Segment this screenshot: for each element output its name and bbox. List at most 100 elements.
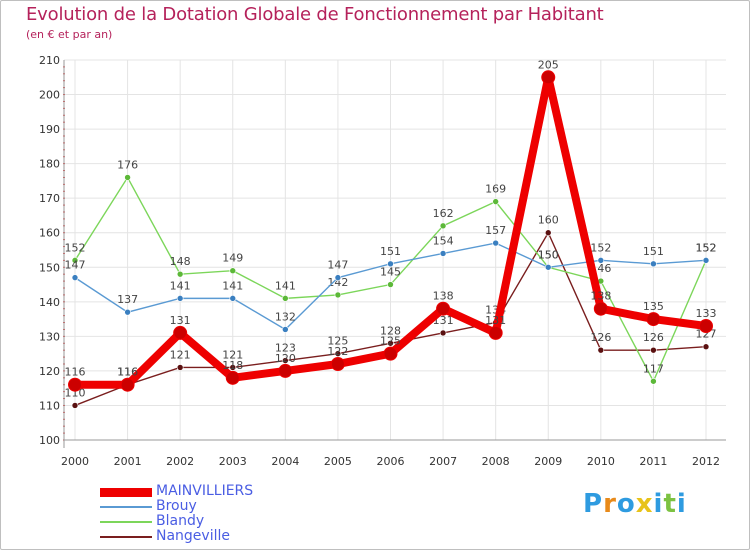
legend-item: Blandy bbox=[100, 513, 360, 529]
legend-swatch bbox=[100, 488, 152, 497]
data-point bbox=[120, 377, 135, 392]
x-tick-label: 2006 bbox=[377, 455, 405, 468]
data-label: 151 bbox=[643, 245, 664, 258]
data-label: 126 bbox=[590, 331, 611, 344]
data-label: 133 bbox=[696, 307, 717, 320]
data-point bbox=[387, 281, 394, 288]
data-point bbox=[225, 370, 240, 385]
data-label: 135 bbox=[643, 300, 664, 313]
data-point bbox=[176, 270, 184, 278]
data-label: 162 bbox=[433, 207, 454, 220]
data-label: 138 bbox=[590, 290, 611, 303]
data-point bbox=[71, 274, 79, 281]
data-point bbox=[330, 357, 345, 371]
x-tick-label: 2009 bbox=[534, 455, 562, 468]
y-tick-label: 160 bbox=[39, 227, 60, 240]
data-point bbox=[176, 364, 184, 371]
data-label: 148 bbox=[170, 255, 191, 268]
data-point bbox=[439, 222, 447, 230]
y-tick-label: 170 bbox=[39, 192, 60, 205]
legend-label: Brouy bbox=[156, 498, 197, 514]
logo-letter: x bbox=[635, 489, 654, 519]
data-label: 141 bbox=[275, 279, 296, 292]
data-label: 147 bbox=[327, 259, 348, 272]
y-tick-label: 200 bbox=[39, 89, 60, 102]
legend-item: MAINVILLIERS bbox=[100, 483, 360, 499]
data-point bbox=[383, 346, 398, 361]
data-label: 127 bbox=[696, 328, 717, 341]
logo-letter: i bbox=[653, 489, 664, 519]
legend-item: Brouy bbox=[100, 498, 360, 514]
data-label: 150 bbox=[538, 248, 559, 261]
data-label: 147 bbox=[65, 259, 86, 272]
data-point bbox=[71, 402, 79, 409]
x-tick-label: 2005 bbox=[324, 455, 352, 468]
data-label: 120 bbox=[275, 352, 296, 365]
data-label: 131 bbox=[170, 314, 191, 327]
data-point bbox=[541, 70, 556, 85]
x-tick-label: 2003 bbox=[219, 455, 247, 468]
data-label: 125 bbox=[327, 335, 348, 348]
x-tick-label: 2000 bbox=[61, 455, 89, 468]
data-point bbox=[229, 364, 237, 371]
data-label: 154 bbox=[433, 234, 454, 247]
data-label: 116 bbox=[117, 366, 138, 379]
chart-legend: MAINVILLIERS Brouy Blandy Nangeville bbox=[100, 483, 360, 544]
data-label: 151 bbox=[380, 245, 401, 258]
data-point bbox=[387, 260, 394, 268]
x-tick-label: 2007 bbox=[429, 455, 457, 468]
data-point bbox=[699, 319, 713, 333]
data-point bbox=[439, 250, 447, 257]
data-point bbox=[282, 357, 289, 364]
data-point bbox=[229, 267, 237, 275]
data-point bbox=[702, 257, 710, 264]
legend-label: Nangeville bbox=[156, 528, 230, 544]
data-label: 141 bbox=[170, 279, 191, 292]
y-tick-label: 210 bbox=[39, 54, 60, 67]
y-tick-label: 140 bbox=[39, 296, 60, 309]
data-point bbox=[650, 346, 657, 354]
data-point bbox=[436, 301, 451, 316]
data-point bbox=[488, 325, 503, 340]
data-point bbox=[650, 377, 657, 385]
data-point bbox=[334, 291, 342, 299]
data-point bbox=[439, 329, 447, 337]
logo-letter: t bbox=[663, 489, 677, 519]
data-label: 152 bbox=[696, 241, 717, 254]
x-tick-label: 2008 bbox=[482, 455, 510, 468]
data-label: 169 bbox=[485, 183, 506, 196]
data-label: 152 bbox=[696, 241, 717, 254]
data-point bbox=[334, 274, 342, 281]
data-label: 123 bbox=[275, 342, 296, 355]
data-label: 149 bbox=[222, 252, 243, 265]
data-point bbox=[593, 301, 608, 316]
data-label: 121 bbox=[170, 348, 191, 361]
data-point bbox=[492, 198, 499, 205]
data-label: 118 bbox=[222, 359, 243, 372]
x-tick-label: 2010 bbox=[587, 455, 615, 468]
data-label: 205 bbox=[538, 58, 559, 71]
y-tick-label: 130 bbox=[39, 330, 60, 343]
legend-label: MAINVILLIERS bbox=[156, 483, 254, 499]
data-label: 126 bbox=[643, 331, 664, 344]
data-point bbox=[71, 257, 79, 264]
y-tick-label: 120 bbox=[39, 365, 60, 378]
y-tick-label: 150 bbox=[39, 261, 60, 274]
x-tick-label: 2011 bbox=[639, 455, 667, 468]
logo-letter: o bbox=[616, 489, 636, 519]
data-point bbox=[124, 308, 131, 316]
chart-title: Evolution de la Dotation Globale de Fonc… bbox=[26, 4, 604, 25]
x-tick-label: 2004 bbox=[271, 455, 299, 468]
y-tick-label: 180 bbox=[39, 158, 60, 171]
y-tick-label: 190 bbox=[39, 123, 60, 136]
data-point bbox=[229, 295, 237, 302]
chart-subtitle: (en € et par an) bbox=[26, 28, 113, 41]
data-label: 128 bbox=[380, 324, 401, 337]
data-point bbox=[124, 174, 131, 181]
data-label: 138 bbox=[433, 290, 454, 303]
data-point bbox=[282, 326, 289, 333]
data-point bbox=[544, 229, 552, 237]
x-tick-label: 2001 bbox=[114, 455, 142, 468]
data-label: 141 bbox=[222, 279, 243, 292]
